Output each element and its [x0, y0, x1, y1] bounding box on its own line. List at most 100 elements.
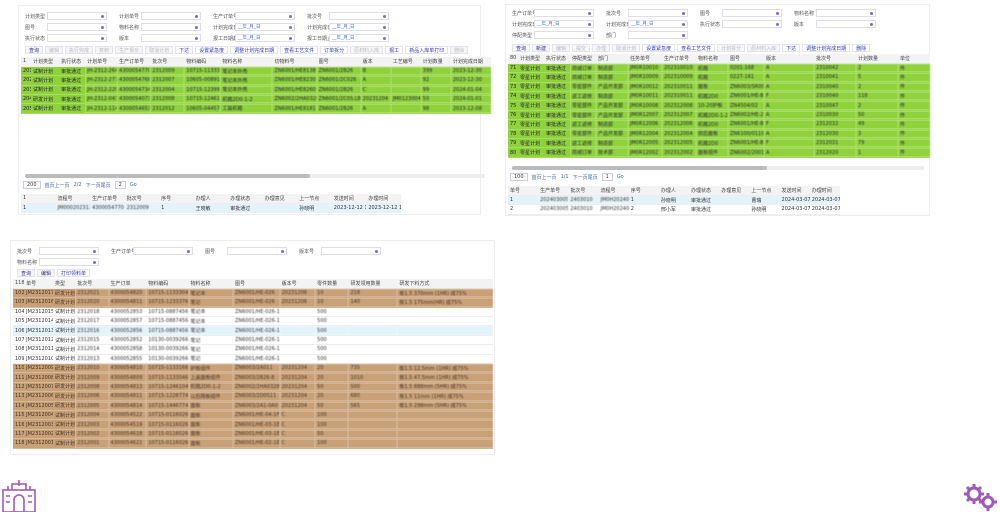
table-row[interactable]: 77 零星计划 审批通过 返工返修 制造部 JM0R12006 202312006 机箱2D0… [508, 119, 930, 130]
search-icon[interactable] [588, 12, 591, 15]
table-row[interactable]: 202试制计划审批通过JH-2312-277430005476823120071… [21, 75, 491, 86]
search-icon[interactable] [383, 37, 386, 40]
table-row[interactable]: 75 零星计划 审批通过 零星部件 产品开发部 JM0R10008 202312008 10-… [508, 100, 930, 111]
next-last-links[interactable]: 下一页尾页 [85, 182, 111, 189]
column-header[interactable]: 停配类型 [570, 54, 596, 64]
toolbar-button[interactable]: 设置紧急度 [195, 46, 229, 54]
search-icon[interactable] [375, 250, 378, 253]
filter-input[interactable] [141, 34, 201, 42]
filter-input[interactable] [628, 9, 688, 17]
toolbar-button[interactable]: 办理 [592, 44, 611, 52]
search-icon[interactable] [195, 26, 198, 29]
table-row[interactable]: 113 JM2312006 研发计划 2312006 4300054811 10715-1… [13, 391, 493, 402]
column-header[interactable]: 办理状态 [228, 194, 263, 204]
toolbar-button[interactable]: 编辑 [45, 46, 64, 54]
table-row[interactable]: 108 JM2312011 试制计划 2312014 4300052858 10130-0… [13, 344, 493, 355]
search-icon[interactable] [281, 250, 284, 253]
column-header[interactable]: 办理意见 [719, 186, 750, 196]
toolbar-button[interactable]: 编辑 [37, 269, 56, 277]
filter-input[interactable] [141, 12, 201, 20]
table-row[interactable]: 71 零星计划 审批通过 商城订单 制造部 JM0R10010 202310010 机箱 020… [508, 63, 930, 74]
table-row[interactable]: 80 零星计划 审批通过 商城订单 技术部 JM0R12002 202312002 面板组件 Z… [508, 147, 930, 158]
table-row[interactable]: 106 JM2312013 试制计划 2312016 4300052856 10715-0… [13, 325, 493, 336]
table-row[interactable]: 109 JM2312010 试制计划 2312013 4300052855 10130-0… [13, 354, 493, 365]
column-header[interactable]: 批次号 [150, 57, 185, 67]
table-row[interactable]: 72 零星计划 审批通过 商城订单 制造部 JM0R10009 202310009 机箱 022… [508, 72, 930, 83]
toolbar-button[interactable]: 调整计划完成日期 [802, 44, 851, 52]
horizontal-scrollbar[interactable] [512, 166, 924, 170]
search-icon[interactable] [195, 37, 198, 40]
column-header[interactable]: 切物料号 [272, 57, 317, 67]
toolbar-button[interactable]: 新建 [532, 44, 551, 52]
page-number-input[interactable]: 2 [114, 181, 126, 189]
column-header[interactable]: 单号 [508, 186, 539, 196]
table-row[interactable]: 73 零星计划 审批通过 零星部件 产品开发部 JM0R10012 202310011 面板 Z… [508, 82, 930, 93]
table-row[interactable]: 112 JM2312007 研发计划 2312008 4300054813 10715-1… [13, 382, 493, 393]
column-header[interactable]: 流程号 [598, 186, 629, 196]
column-header[interactable]: 办理时间 [366, 194, 401, 204]
toolbar-button[interactable]: 执行完成 [65, 46, 94, 54]
column-header[interactable]: 1 [21, 57, 32, 67]
search-icon[interactable] [776, 12, 779, 15]
column-header[interactable]: 版本 [764, 54, 814, 64]
column-header[interactable]: 图号 [232, 279, 280, 289]
column-header[interactable]: 研发领用数量 [348, 279, 398, 289]
column-header[interactable]: 研发下料方式 [397, 279, 493, 289]
column-header[interactable]: 序号 [628, 186, 659, 196]
toolbar-button[interactable]: 订单拆分 [320, 46, 349, 54]
toolbar-button[interactable]: 原材料入库 [350, 46, 384, 54]
search-icon[interactable] [682, 23, 685, 26]
filter-input[interactable]: __年_月_日 [534, 20, 594, 28]
column-header[interactable]: 发送时间 [779, 186, 810, 196]
column-header[interactable]: 计划数量 [856, 54, 898, 64]
detail-row[interactable]: 22024030052403010JM0H20240307000022邢小军审批… [508, 204, 840, 215]
filter-input[interactable] [235, 12, 295, 20]
toolbar-button[interactable]: 打印领料单 [57, 269, 91, 277]
filter-input[interactable] [534, 31, 594, 39]
table-row[interactable]: 79 零星计划 审批通过 返工返修 制造部 JM0R12005 202312005 机箱2D0… [508, 138, 930, 149]
toolbar-button[interactable]: 设置紧急度 [642, 44, 676, 52]
go-button[interactable]: Go [616, 174, 624, 180]
filter-input[interactable] [329, 12, 389, 20]
toolbar-button[interactable]: 新品入库单打印 [405, 46, 449, 54]
toolbar-button[interactable]: 提交 [572, 44, 591, 52]
toolbar-button[interactable]: 复制 [95, 46, 114, 54]
search-icon[interactable] [588, 34, 591, 37]
column-header[interactable]: 1 [21, 194, 56, 204]
column-header[interactable]: 80 [508, 54, 518, 64]
detail-row[interactable]: 12024030052403010JM0H20240307000021孙晓明审批… [508, 195, 840, 206]
page-number-input[interactable]: 1 [601, 173, 613, 181]
column-header[interactable]: 上一节点 [749, 186, 780, 196]
search-icon[interactable] [682, 12, 685, 15]
toolbar-button[interactable]: 下达 [782, 44, 801, 52]
filter-input[interactable] [321, 247, 381, 255]
search-icon[interactable] [101, 15, 104, 18]
search-icon[interactable] [93, 261, 96, 264]
toolbar-button[interactable]: 原材料入库 [747, 44, 781, 52]
column-header[interactable]: 部门 [596, 54, 628, 64]
filter-input[interactable] [534, 9, 594, 17]
page-size-select[interactable]: 200 [23, 181, 41, 189]
column-header[interactable]: 计划类型 [518, 54, 544, 64]
column-header[interactable]: 流程号 [55, 194, 91, 204]
filter-input[interactable] [47, 12, 107, 20]
column-header[interactable]: 执行状态 [59, 57, 86, 67]
column-header[interactable]: 生产单号 [538, 186, 569, 196]
toolbar-button[interactable]: 查询 [17, 269, 36, 277]
search-icon[interactable] [383, 15, 386, 18]
toolbar-button[interactable]: 查询 [25, 46, 44, 54]
column-header[interactable]: 物料编码 [146, 279, 189, 289]
column-header[interactable]: 物料名称 [696, 54, 728, 64]
column-header[interactable]: 单位 [898, 54, 930, 64]
search-icon[interactable] [187, 250, 190, 253]
toolbar-button[interactable]: 取消计划 [612, 44, 641, 52]
toolbar-button[interactable]: 取消计划 [145, 46, 174, 54]
filter-input[interactable]: __年_月_日 [235, 23, 295, 31]
next-last-links[interactable]: 下一页尾页 [572, 174, 598, 181]
toolbar-button[interactable]: 下达 [175, 46, 194, 54]
search-icon[interactable] [383, 26, 386, 29]
filter-input[interactable] [628, 31, 688, 39]
column-header[interactable]: 单号 [24, 279, 53, 289]
filter-input[interactable] [141, 23, 201, 31]
column-header[interactable]: 上一节点 [297, 194, 332, 204]
